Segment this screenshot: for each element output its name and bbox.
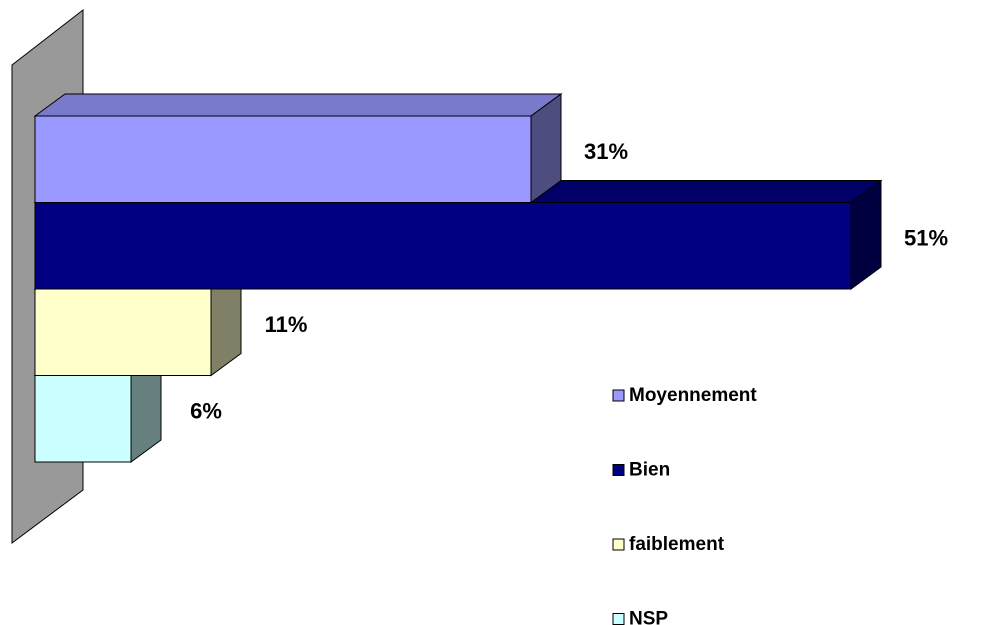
bar-top <box>33 93 563 117</box>
bar <box>34 375 132 463</box>
legend-label: Moyennement <box>629 385 757 406</box>
legend-label: NSP <box>629 609 668 625</box>
legend-swatch <box>612 464 625 476</box>
data-label: 11% <box>265 312 308 337</box>
legend-label: Bien <box>629 460 670 481</box>
legend-label: faiblement <box>629 534 725 555</box>
data-label: 51% <box>904 226 948 251</box>
bar <box>34 115 532 203</box>
legend-swatch <box>612 538 625 551</box>
bar <box>34 202 852 290</box>
data-label: 31% <box>584 139 628 164</box>
data-label: 6% <box>190 399 222 424</box>
legend-swatch <box>612 389 625 402</box>
legend-swatch <box>612 613 625 625</box>
bar <box>34 288 212 376</box>
